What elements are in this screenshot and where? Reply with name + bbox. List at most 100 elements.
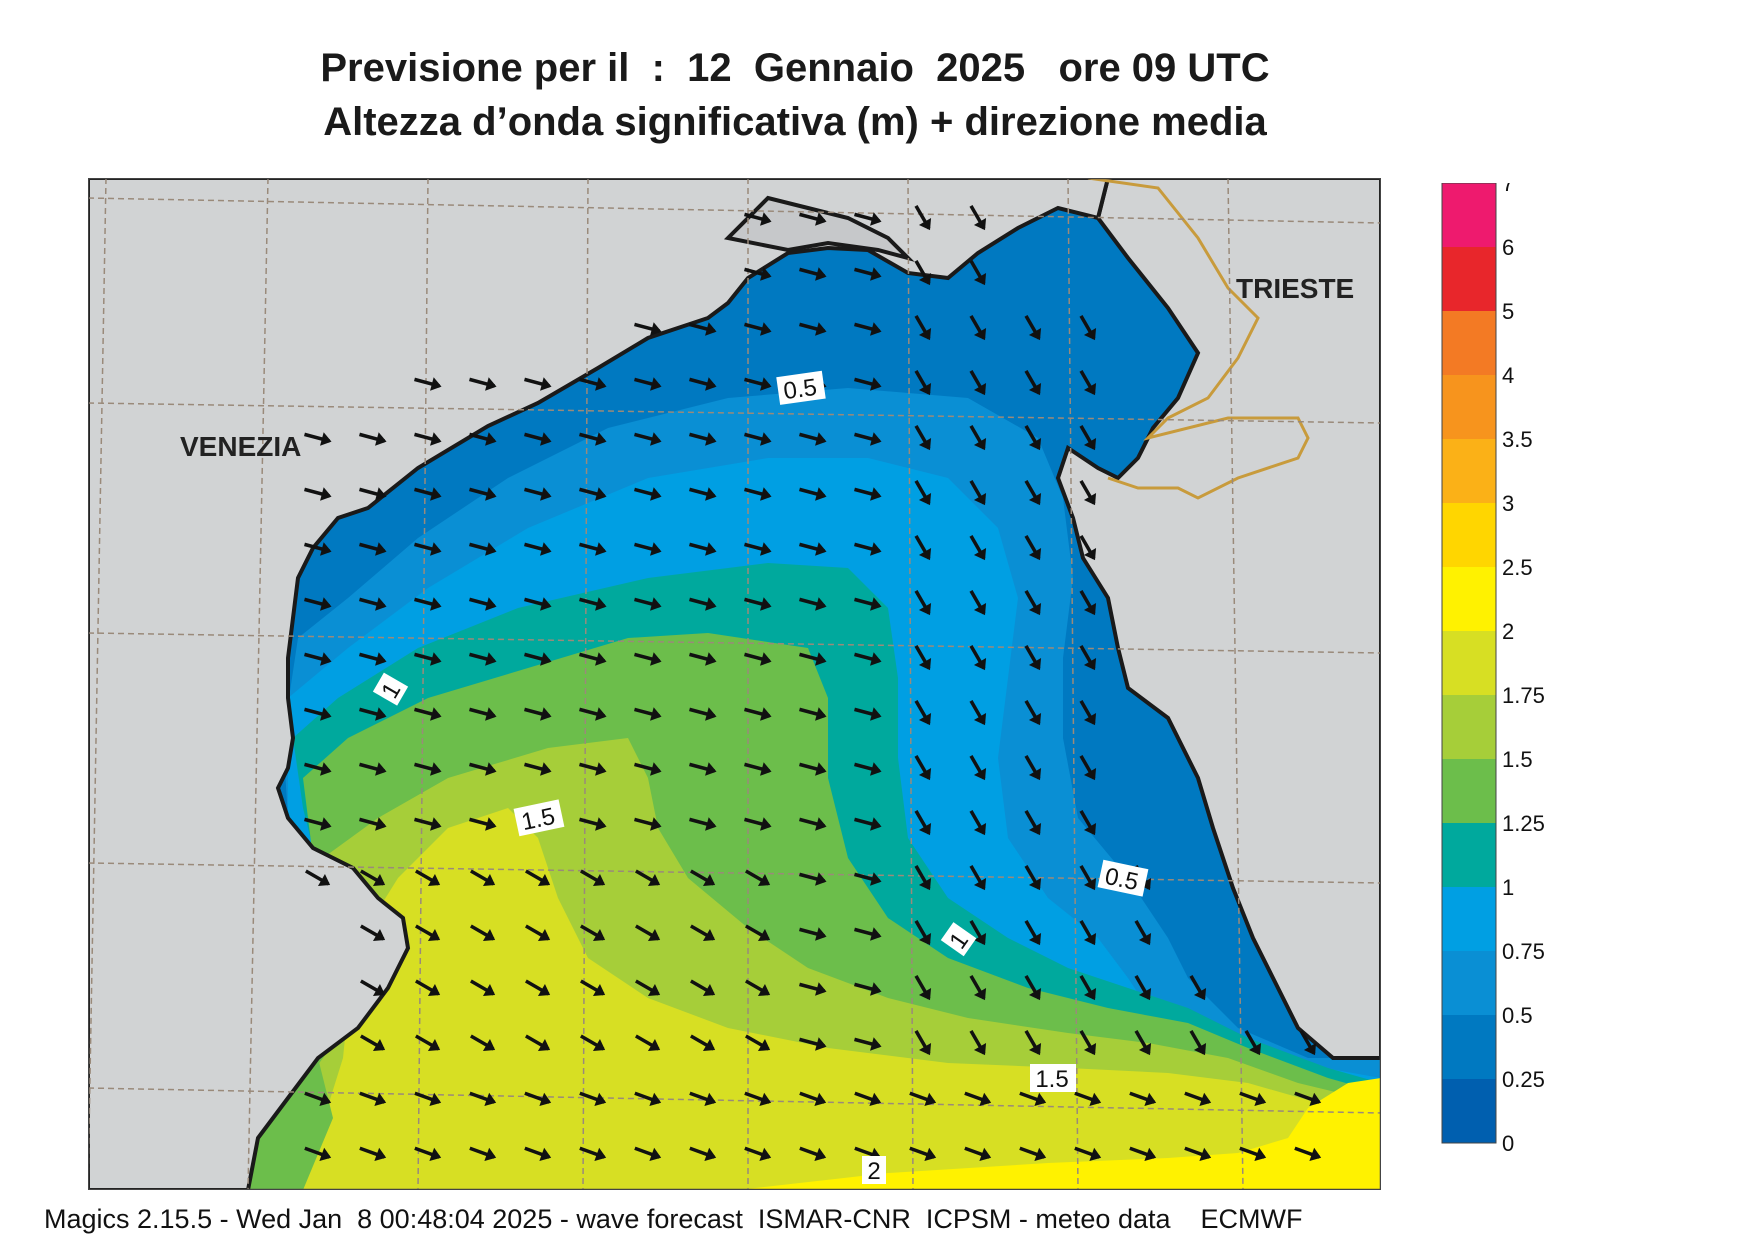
direction-arrow	[854, 487, 882, 501]
border-line	[1087, 178, 1310, 500]
direction-arrow	[525, 869, 551, 887]
direction-arrow	[579, 432, 607, 446]
direction-arrow	[1184, 1091, 1212, 1106]
direction-arrow	[969, 975, 987, 1001]
direction-arrow	[414, 432, 442, 446]
direction-arrow	[304, 817, 332, 831]
direction-arrow	[690, 869, 716, 887]
legend-label: 0.75	[1502, 939, 1545, 964]
direction-arrow	[969, 865, 987, 891]
direction-arrow	[1239, 1091, 1267, 1106]
direction-arrow	[635, 869, 661, 887]
direction-arrow	[854, 322, 882, 336]
direction-arrow	[914, 920, 932, 946]
direction-arrow	[470, 979, 496, 997]
direction-arrow	[689, 432, 717, 446]
footer-credits: Magics 2.15.5 - Wed Jan 8 00:48:04 2025 …	[44, 1204, 1303, 1234]
band-200-250	[738, 1078, 1381, 1190]
direction-arrow	[1134, 1030, 1152, 1056]
direction-arrow	[799, 322, 827, 336]
direction-arrow	[304, 1146, 332, 1161]
direction-arrow	[469, 1091, 497, 1106]
direction-arrow	[744, 762, 772, 776]
legend-label: 0.25	[1502, 1067, 1545, 1092]
direction-arrow	[689, 817, 717, 831]
direction-arrow	[415, 924, 441, 942]
direction-arrow	[744, 377, 772, 391]
direction-arrow	[1079, 755, 1097, 781]
direction-arrow	[634, 707, 662, 721]
direction-arrow	[969, 590, 987, 616]
legend-label: 6	[1502, 235, 1514, 260]
direction-arrow	[1079, 535, 1097, 561]
direction-arrow	[1079, 920, 1097, 946]
direction-arrow	[305, 869, 331, 887]
direction-arrow	[469, 762, 497, 776]
direction-arrow	[414, 597, 442, 611]
legend-label: 2	[1502, 619, 1514, 644]
legend-swatch	[1442, 567, 1496, 631]
direction-arrow	[969, 260, 987, 286]
title-line1: Previsione per il : 12 Gennaio 2025 ore …	[320, 46, 1270, 90]
direction-arrow	[579, 377, 607, 391]
direction-arrow	[854, 762, 882, 776]
direction-arrow	[744, 487, 772, 501]
direction-arrow	[969, 480, 987, 506]
direction-arrow	[414, 1091, 442, 1106]
direction-arrow	[914, 590, 932, 616]
direction-arrow	[524, 597, 552, 611]
map-frame	[88, 178, 1381, 1190]
direction-arrow	[969, 920, 987, 946]
direction-arrow	[634, 597, 662, 611]
direction-arrow	[1294, 1091, 1322, 1106]
direction-arrow	[1189, 975, 1207, 1001]
legend-swatch	[1442, 631, 1496, 695]
direction-arrow	[579, 1146, 607, 1161]
direction-arrow	[690, 1034, 716, 1052]
direction-arrow	[1189, 1030, 1207, 1056]
direction-arrow	[799, 817, 827, 831]
direction-arrow	[799, 707, 827, 721]
direction-arrow	[1024, 645, 1042, 671]
land-north-spit	[723, 195, 915, 262]
direction-arrow	[414, 762, 442, 776]
direction-arrow	[524, 762, 552, 776]
color-legend: 7 6 5 4 3.5 3 2.5 2 1.75 1.5 1.25 1 0.75 0.5 0.25 0	[1441, 183, 1545, 1153]
direction-arrow	[635, 924, 661, 942]
direction-arrow	[969, 1030, 987, 1056]
direction-arrow	[744, 707, 772, 721]
direction-arrow	[854, 872, 882, 886]
direction-arrow	[854, 1037, 882, 1051]
direction-arrow	[1019, 1091, 1047, 1106]
direction-arrow	[634, 1146, 662, 1161]
direction-arrow	[744, 652, 772, 666]
direction-arrow	[1079, 370, 1097, 396]
direction-arrow	[470, 1034, 496, 1052]
contour-label: 1.5	[1035, 1066, 1068, 1093]
direction-arrow	[1299, 1030, 1317, 1056]
direction-arrow	[1024, 920, 1042, 946]
direction-arrow	[854, 1091, 882, 1106]
direction-arrow	[634, 487, 662, 501]
direction-arrow	[914, 260, 932, 286]
direction-arrow	[359, 817, 387, 831]
direction-arrow	[360, 869, 386, 887]
direction-arrow	[304, 487, 332, 501]
direction-arrow	[799, 1146, 827, 1161]
direction-arrow	[689, 707, 717, 721]
legend-label: 0	[1502, 1131, 1514, 1153]
direction-arrow	[579, 762, 607, 776]
direction-arrow	[634, 817, 662, 831]
band-175-200	[298, 808, 1381, 1190]
direction-arrow	[634, 322, 662, 336]
legend-swatch	[1442, 503, 1496, 567]
direction-arrow	[969, 700, 987, 726]
place-label-trieste: TRIESTE	[1236, 273, 1354, 304]
direction-arrow	[525, 1034, 551, 1052]
direction-arrow	[470, 924, 496, 942]
direction-arrow	[1079, 810, 1097, 836]
direction-arrow	[914, 865, 932, 891]
direction-arrow	[799, 542, 827, 556]
legend-swatch	[1442, 695, 1496, 759]
direction-arrow	[914, 700, 932, 726]
